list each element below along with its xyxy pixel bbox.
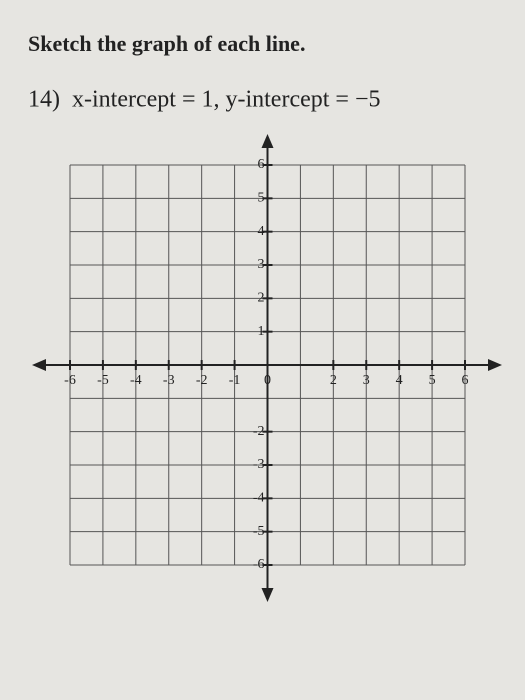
y-tick-label: -3 [253, 457, 265, 472]
y-tick-label: 2 [258, 291, 265, 306]
arrow [261, 134, 274, 148]
title: Sketch the graph of each line. [28, 31, 305, 56]
y-tick-label: -5 [253, 524, 265, 539]
x-tick-label: -6 [64, 373, 76, 388]
y-tick-label: -2 [253, 424, 265, 439]
x-tick-label: 0 [264, 373, 271, 388]
problem-text: x-intercept = 1, y-intercept = −5 [72, 87, 381, 113]
y-tick-label: 4 [258, 224, 265, 239]
x-tick-label: 4 [396, 373, 403, 388]
coordinate-grid: -6 -5 -4 -3 -2 -1 0 2 3 4 5 6 6 5 4 3 2 1 -2 -3 -4 -5 -6 [32, 134, 502, 602]
y-tick-label: -4 [253, 491, 265, 506]
x-tick-label: 5 [429, 373, 436, 388]
x-tick-label: -2 [196, 373, 208, 388]
x-tick-label: -3 [163, 373, 175, 388]
arrow [261, 588, 274, 602]
x-tick-label: -5 [97, 373, 109, 388]
arrow [488, 359, 502, 371]
x-tick-label: -4 [130, 373, 142, 388]
x-tick-label: 6 [462, 373, 469, 388]
problem-number: 14) [28, 87, 60, 113]
x-tick-label: 2 [330, 373, 337, 388]
y-tick-label: 1 [258, 324, 265, 339]
x-tick-label: 3 [363, 373, 370, 388]
y-tick-label: 5 [258, 191, 265, 206]
y-tick-label: 3 [258, 257, 265, 272]
y-tick-label: 6 [258, 157, 265, 172]
arrow [32, 359, 46, 371]
y-tick-label: -6 [253, 557, 265, 572]
x-tick-label: -1 [229, 373, 241, 388]
